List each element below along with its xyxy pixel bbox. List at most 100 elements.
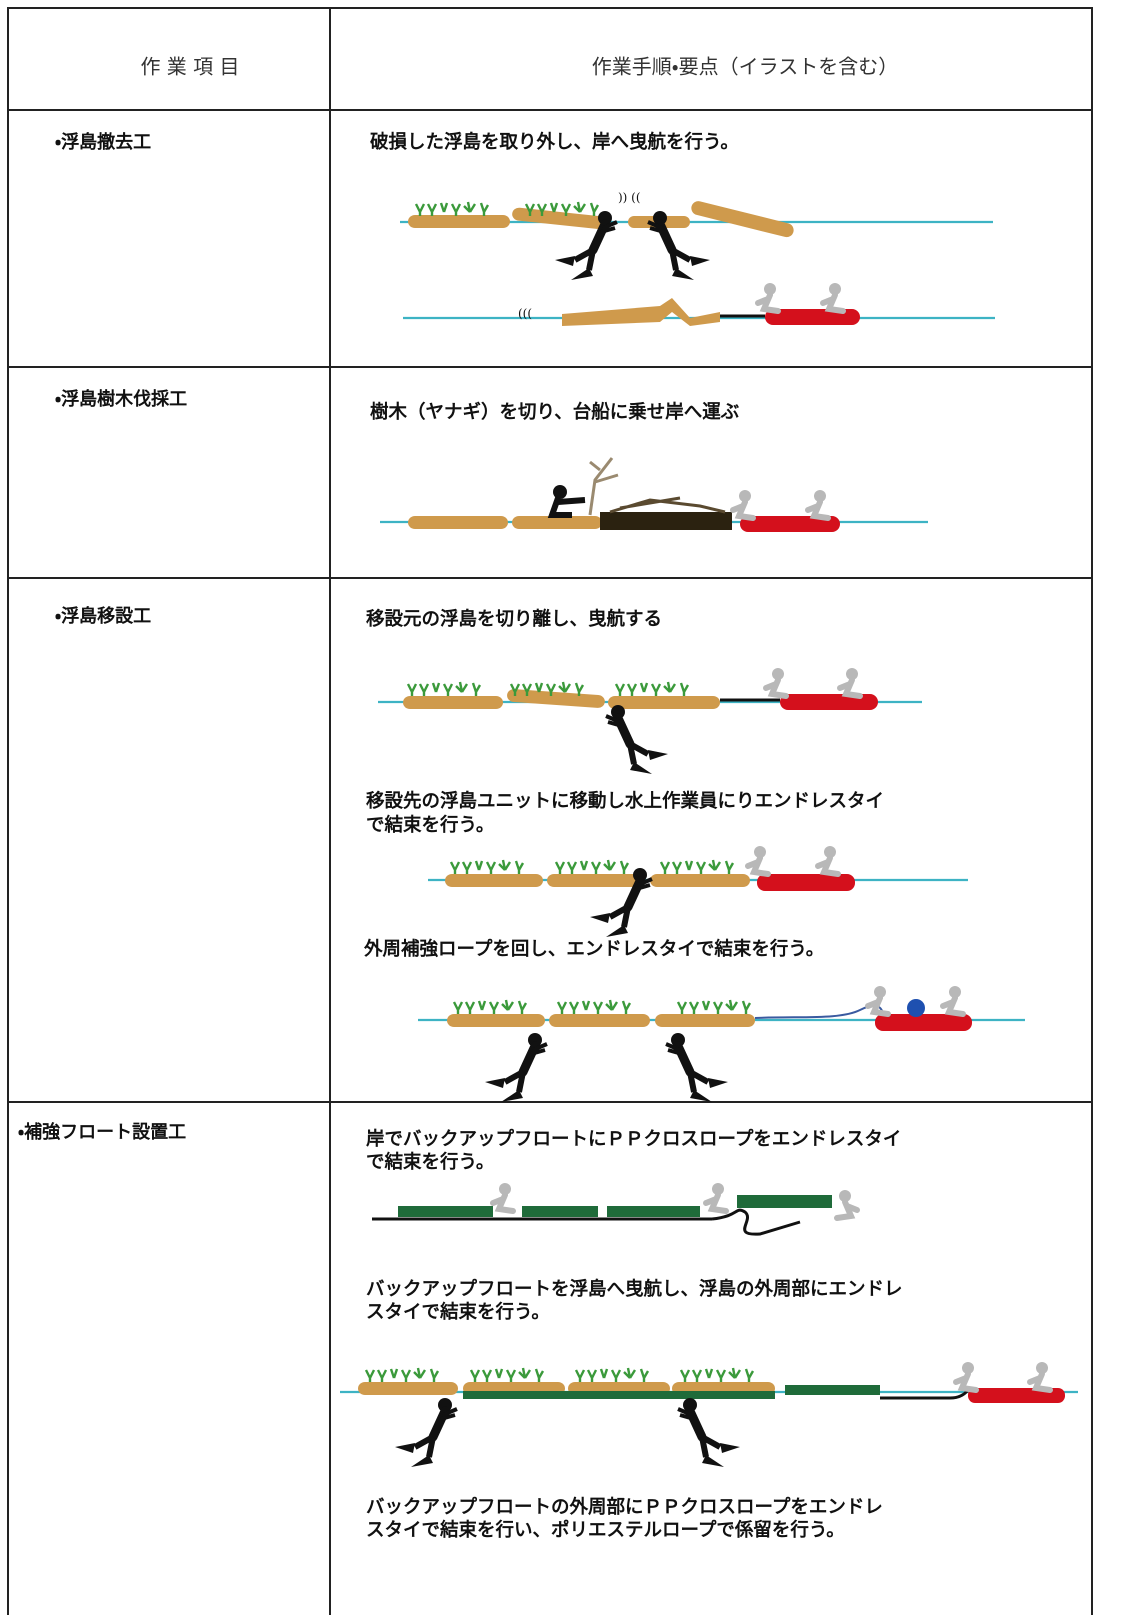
- person: [943, 986, 963, 1014]
- rope: [711, 1208, 801, 1236]
- grass: [614, 680, 690, 698]
- gbar: [607, 1206, 700, 1217]
- float: [512, 516, 602, 529]
- illustration: )) (( (((: [400, 191, 995, 326]
- diver: [678, 1398, 740, 1467]
- illustration: [378, 668, 922, 774]
- float: [445, 874, 543, 887]
- gbar: [785, 1385, 880, 1395]
- person: [733, 490, 753, 518]
- shape: [837, 1190, 857, 1218]
- shape: [754, 1004, 886, 1019]
- float: [562, 298, 720, 326]
- shape: )) ((: [618, 191, 641, 205]
- illustration: [372, 1183, 857, 1236]
- table-border: [7, 7, 1093, 1615]
- shape: [600, 512, 732, 530]
- person: [748, 846, 768, 874]
- header-procedure: 作業手順・要点（イラストを含む）: [592, 55, 898, 79]
- step-text: 岸でバックアップフロートにＰＰクロスロープをエンドレスタイ: [366, 1128, 901, 1150]
- shape: [553, 485, 567, 499]
- person: [840, 668, 860, 696]
- boat: [757, 874, 855, 891]
- illustration: [428, 846, 968, 937]
- grass: [449, 858, 525, 876]
- grass: [414, 200, 490, 218]
- item-name: ・浮島樹木伐採工: [55, 388, 187, 410]
- shape: [666, 1033, 728, 1102]
- step-text: 移設先の浮島ユニットに移動し水上作業員にりエンドレスタイ: [366, 790, 884, 812]
- step-text: スタイで結束を行う。: [366, 1301, 550, 1323]
- grass: [554, 858, 630, 876]
- step-text: バックアップフロートの外周部にＰＰクロスロープをエンドレ: [366, 1496, 883, 1518]
- illustration: [340, 1362, 1078, 1467]
- person: [837, 1190, 857, 1218]
- person: [818, 846, 838, 874]
- float: [358, 1382, 458, 1395]
- person: [868, 986, 888, 1014]
- grass: [364, 1366, 440, 1384]
- float: [408, 215, 510, 228]
- step-text: 外周補強ロープを回し、エンドレスタイで結束を行う。: [363, 938, 824, 960]
- boat: [780, 694, 878, 710]
- item-name: ・補強フロート設置工: [18, 1121, 186, 1143]
- float: [608, 696, 720, 709]
- person: [493, 1183, 513, 1211]
- item-name: ・浮島移設工: [55, 605, 151, 627]
- shape: [907, 999, 925, 1017]
- float: [547, 874, 645, 887]
- item-name: ・浮島撤去工: [55, 131, 151, 153]
- gbar: [463, 1391, 775, 1399]
- step-text: で結束を行う。: [366, 1151, 494, 1173]
- grass: [452, 998, 528, 1016]
- illustration: [418, 986, 1025, 1102]
- grass: [556, 998, 632, 1016]
- float: [408, 516, 508, 529]
- shape: [547, 497, 586, 518]
- step-text: 破損した浮島を取り外し、岸へ曳航を行う。: [370, 131, 739, 153]
- grass: [406, 680, 482, 698]
- grass: [679, 1366, 755, 1384]
- grass: [659, 858, 735, 876]
- gbar: [737, 1195, 832, 1208]
- step-text: スタイで結束を行い、ポリエステルロープで係留を行う。: [366, 1519, 845, 1541]
- boat: [875, 1014, 972, 1031]
- step-text: バックアップフロートを浮島へ曳航し、浮島の外周部にエンドレ: [366, 1278, 903, 1300]
- float: [691, 201, 794, 238]
- float: [403, 696, 503, 709]
- person: [823, 283, 843, 311]
- float: [512, 207, 607, 230]
- shape: [588, 457, 619, 516]
- step-text: 移設元の浮島を切り離し、曳航する: [366, 608, 662, 630]
- diver: [666, 1033, 728, 1102]
- gbar: [522, 1206, 598, 1217]
- person: [808, 490, 828, 518]
- shape: [606, 705, 668, 774]
- boat: [740, 516, 840, 532]
- grass: [574, 1366, 650, 1384]
- person: [758, 283, 778, 311]
- person: [706, 1183, 726, 1211]
- diver: [485, 1033, 547, 1102]
- step-text: で結束を行う。: [366, 814, 494, 836]
- gbar: [398, 1206, 493, 1217]
- float: [507, 689, 605, 708]
- shape: [609, 496, 726, 514]
- illustration: [380, 457, 928, 532]
- header-item: 作 業 項 目: [140, 55, 239, 79]
- person: [956, 1362, 976, 1390]
- diver: [606, 705, 668, 774]
- float: [650, 874, 750, 887]
- boat: [968, 1388, 1065, 1403]
- person: [1030, 1362, 1050, 1390]
- float: [549, 1014, 650, 1027]
- diver: [395, 1398, 457, 1467]
- shape: [678, 1398, 740, 1467]
- step-text: 樹木（ヤナギ）を切り、台船に乗せ岸へ運ぶ: [370, 401, 740, 423]
- float: [655, 1014, 755, 1027]
- grass: [676, 998, 752, 1016]
- float: [447, 1014, 545, 1027]
- grass: [469, 1366, 545, 1384]
